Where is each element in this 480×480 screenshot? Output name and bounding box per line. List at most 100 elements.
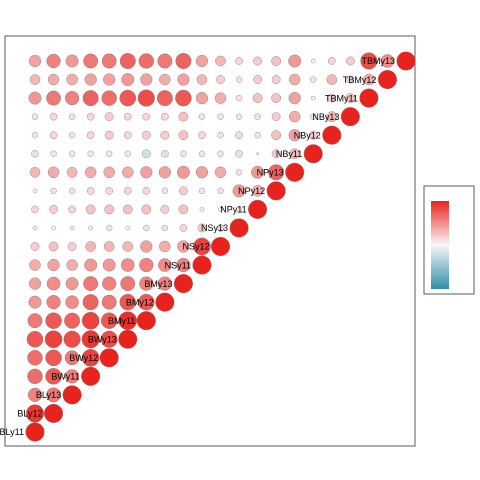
circle-layer bbox=[25, 51, 416, 442]
corr-circle-NBy13-NSy12 bbox=[217, 113, 224, 120]
corr-circle-TBMy11-NPy12 bbox=[271, 93, 282, 103]
corr-circle-NPy12-BMy12 bbox=[161, 187, 168, 194]
corr-circle-NBy13-NPy12 bbox=[271, 112, 281, 122]
variable-label-NPy13: NPy13 bbox=[257, 168, 284, 178]
corr-circle-NPy13-BLy13 bbox=[66, 167, 78, 178]
corr-circle-BMy13-BMy11 bbox=[139, 276, 154, 291]
corr-circle-TBMy13-NBy13 bbox=[345, 56, 355, 66]
corr-circle-TBMy13-NBy12 bbox=[327, 57, 336, 65]
corr-circle-TBMy11-BLy12 bbox=[46, 90, 61, 106]
corr-circle-NSy13-NSy13 bbox=[229, 218, 249, 238]
corr-circle-TBMy12-NPy11 bbox=[253, 75, 262, 84]
corr-circle-BLy13-BLy11 bbox=[27, 387, 43, 403]
corr-circle-NSy13-BMy13 bbox=[179, 224, 188, 232]
corr-circle-BMy12-BMy11 bbox=[138, 293, 155, 311]
corr-circle-NSy13-BLy11 bbox=[32, 225, 38, 231]
corr-circle-NBy13-BWy11 bbox=[86, 112, 95, 121]
corr-circle-BMy13-BWy13 bbox=[120, 276, 136, 291]
corr-circle-NSy11-BMy12 bbox=[158, 258, 172, 272]
corr-circle-NPy12-BWy12 bbox=[105, 187, 113, 195]
corr-circle-NBy11-NBy11 bbox=[303, 144, 323, 164]
corr-circle-BMy12-BWy12 bbox=[101, 294, 117, 310]
corr-circle-TBMy13-NPy13 bbox=[288, 54, 302, 68]
corr-circle-NPy13-BLy12 bbox=[47, 166, 60, 179]
corr-circle-NSy13-BWy12 bbox=[106, 224, 113, 232]
corr-circle-NBy13-BLy13 bbox=[68, 113, 76, 120]
corr-circle-BWy13-BLy11 bbox=[26, 331, 44, 348]
corr-circle-TBMy13-NSy12 bbox=[215, 55, 226, 67]
corr-circle-NSy13-BWy13 bbox=[125, 225, 131, 231]
corr-circle-TBMy12-NSy12 bbox=[216, 75, 225, 84]
corr-circle-NBy12-NSy12 bbox=[217, 132, 224, 139]
corr-circle-TBMy13-BWy12 bbox=[101, 53, 117, 69]
corr-circle-NPy11-BWy13 bbox=[122, 204, 133, 215]
corr-circle-BWy13-BWy12 bbox=[100, 330, 118, 348]
corr-circle-BLy11-BLy11 bbox=[25, 422, 45, 442]
corr-circle-NSy13-BLy12 bbox=[51, 225, 56, 231]
variable-label-NSy11: NSy11 bbox=[165, 260, 191, 270]
corr-circle-NBy13-BWy12 bbox=[104, 112, 114, 122]
corr-circle-NSy12-BLy13 bbox=[67, 242, 77, 251]
corr-circle-NBy13-BLy12 bbox=[49, 112, 58, 121]
corr-circle-NBy11-BLy12 bbox=[50, 150, 57, 157]
corr-circle-TBMy11-TBMy11 bbox=[359, 88, 379, 108]
variable-label-BLy13: BLy13 bbox=[36, 390, 61, 400]
corr-circle-TBMy12-NBy11 bbox=[310, 76, 317, 83]
corr-circle-BMy12-BLy12 bbox=[46, 295, 61, 310]
corr-circle-NSy12-BWy11 bbox=[85, 241, 96, 252]
corr-circle-NSy12-BLy11 bbox=[30, 242, 40, 251]
corr-circle-NSy11-BMy13 bbox=[176, 257, 191, 273]
corr-circle-NBy13-NBy11 bbox=[310, 113, 317, 120]
corr-circle-NBy12-NSy13 bbox=[235, 131, 243, 139]
corr-circle-NBy11-NSy13 bbox=[235, 149, 243, 158]
corr-circle-NPy11-NPy11 bbox=[248, 199, 268, 219]
corr-circle-BWy12-BWy12 bbox=[99, 348, 119, 368]
corr-circle-TBMy12-BLy13 bbox=[66, 73, 78, 86]
corr-circle-TBMy13-BWy13 bbox=[119, 53, 136, 69]
corr-circle-BWy12-BLy11 bbox=[27, 350, 43, 366]
corr-circle-BWy12-BLy12 bbox=[45, 349, 62, 367]
corr-circle-NPy12-BLy11 bbox=[32, 188, 38, 194]
corr-circle-NSy11-BWy13 bbox=[120, 258, 135, 272]
corr-circle-BMy12-BMy12 bbox=[155, 292, 175, 312]
corr-circle-NPy13-BWy11 bbox=[84, 166, 97, 179]
corr-circle-NBy13-BMy13 bbox=[178, 111, 189, 122]
corr-circle-NBy13-NBy13 bbox=[340, 107, 360, 127]
corr-circle-NSy11-BWy12 bbox=[102, 258, 116, 272]
corr-circle-NSy13-BMy12 bbox=[161, 224, 168, 232]
corr-circle-BMy12-BWy11 bbox=[82, 294, 99, 311]
corr-circle-TBMy13-BLy12 bbox=[46, 53, 61, 69]
corr-circle-TBMy12-BMy11 bbox=[140, 73, 153, 86]
corr-circle-BWy11-BWy11 bbox=[81, 366, 101, 386]
corr-circle-NBy13-BLy11 bbox=[31, 113, 39, 120]
corr-circle-TBMy12-NPy13 bbox=[289, 73, 301, 86]
corr-circle-TBMy11-BMy12 bbox=[156, 90, 173, 107]
corr-circle-TBMy11-NSy12 bbox=[214, 92, 227, 104]
corr-circle-BWy12-BWy11 bbox=[81, 349, 100, 367]
corr-circle-TBMy13-BMy13 bbox=[175, 53, 192, 69]
corr-circle-NBy11-BMy11 bbox=[141, 149, 151, 159]
corr-circle-TBMy12-NBy13 bbox=[346, 75, 355, 84]
corr-circle-NSy13-NSy11 bbox=[197, 223, 207, 233]
corr-circle-TBMy11-BWy12 bbox=[101, 90, 117, 106]
corr-circle-NSy12-BWy13 bbox=[122, 241, 134, 252]
corr-circle-BMy11-BLy11 bbox=[27, 313, 43, 329]
corr-circle-TBMy12-BLy11 bbox=[29, 74, 41, 85]
corr-circle-NSy12-NSy11 bbox=[193, 237, 211, 256]
corr-circle-NPy11-BLy12 bbox=[49, 205, 58, 214]
corr-circle-BMy11-BLy13 bbox=[64, 312, 81, 329]
corr-circle-TBMy11-BMy11 bbox=[137, 89, 155, 107]
variable-label-NBy11: NBy11 bbox=[276, 149, 302, 159]
corr-circle-BMy11-BWy11 bbox=[81, 311, 100, 330]
corr-circle-TBMy13-NBy11 bbox=[310, 58, 316, 64]
corr-circle-NSy11-BMy11 bbox=[139, 257, 154, 273]
variable-label-NBy13: NBy13 bbox=[312, 112, 339, 122]
corr-circle-BLy12-BLy11 bbox=[25, 404, 45, 423]
corr-circle-NPy13-NPy11 bbox=[251, 165, 265, 179]
variable-label-NSy13: NSy13 bbox=[201, 223, 228, 233]
corr-circle-TBMy12-BMy13 bbox=[177, 73, 190, 86]
corr-circle-TBMy13-NPy11 bbox=[253, 56, 262, 66]
corr-circle-NBy11-BWy11 bbox=[87, 150, 94, 157]
corr-circle-BMy13-BMy12 bbox=[157, 276, 172, 291]
corr-circle-NSy11-BLy11 bbox=[29, 259, 41, 271]
